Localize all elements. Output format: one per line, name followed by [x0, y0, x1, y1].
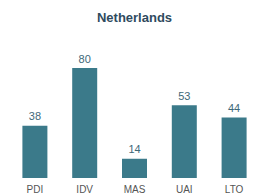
svg-text:53: 53 [178, 90, 190, 102]
svg-text:38: 38 [29, 110, 41, 122]
svg-text:UAI: UAI [176, 184, 193, 195]
svg-text:80: 80 [79, 53, 91, 65]
svg-text:LTO: LTO [225, 184, 244, 195]
svg-text:44: 44 [228, 102, 240, 114]
svg-text:Netherlands: Netherlands [97, 10, 172, 25]
svg-text:PDI: PDI [27, 184, 44, 195]
svg-text:IDV: IDV [76, 184, 93, 195]
svg-text:14: 14 [128, 143, 140, 155]
svg-text:MAS: MAS [124, 184, 146, 195]
